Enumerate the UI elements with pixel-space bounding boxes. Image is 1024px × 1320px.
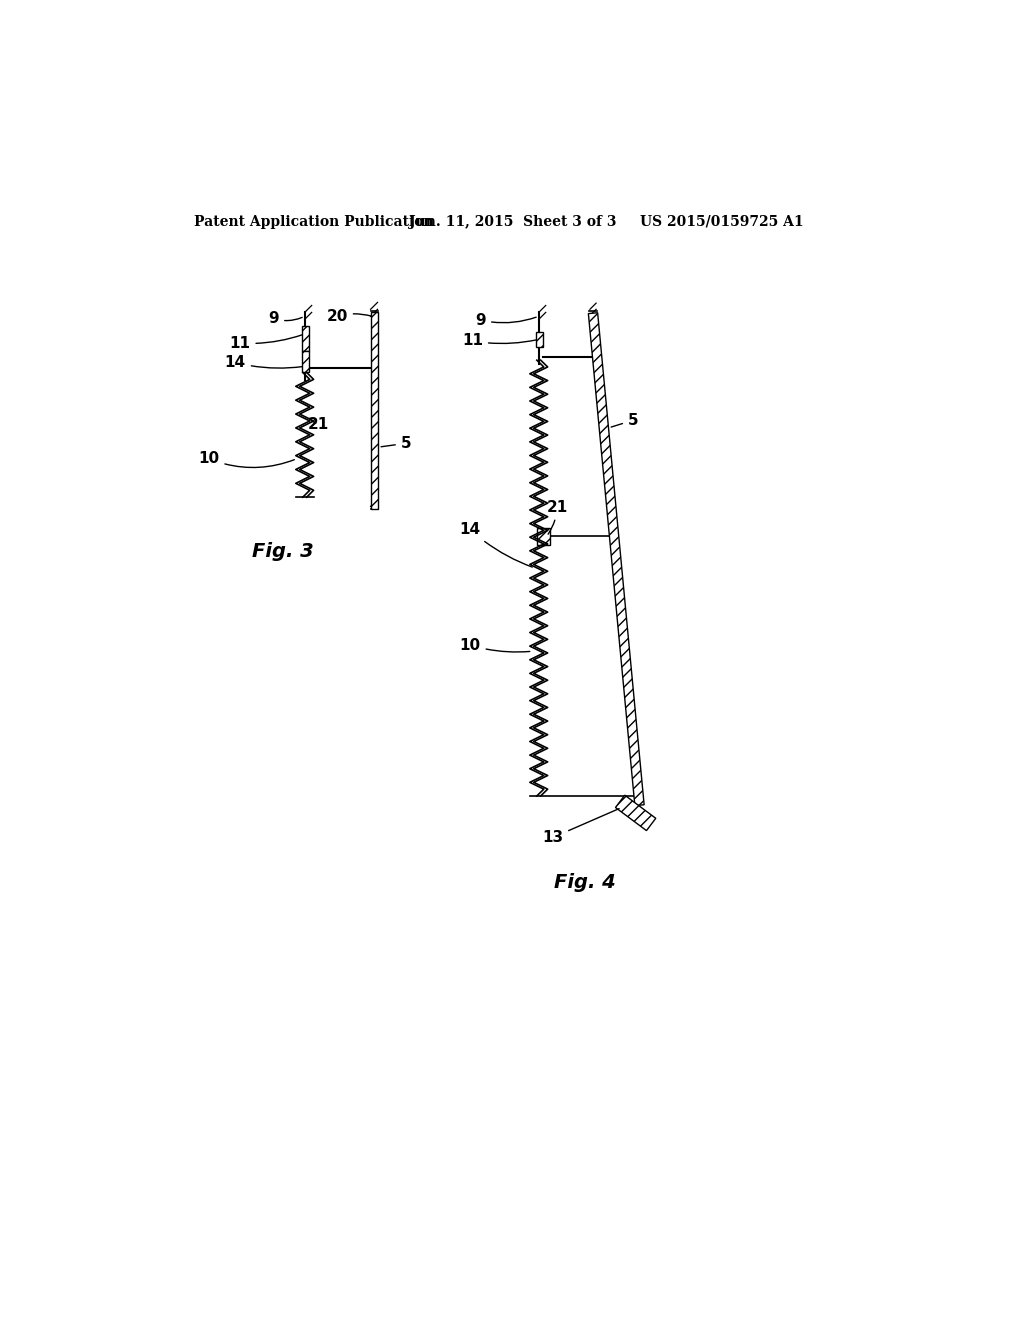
Text: 21: 21 — [308, 417, 329, 432]
Bar — [538, 528, 550, 545]
Text: 14: 14 — [460, 521, 532, 568]
Text: 14: 14 — [224, 355, 302, 370]
Polygon shape — [589, 313, 644, 805]
Polygon shape — [615, 795, 655, 830]
Text: Fig. 4: Fig. 4 — [554, 873, 616, 892]
Text: 10: 10 — [199, 451, 294, 467]
Text: Fig. 3: Fig. 3 — [252, 541, 314, 561]
Text: 9: 9 — [475, 313, 537, 327]
Text: 10: 10 — [460, 638, 529, 652]
Bar — [371, 313, 378, 508]
Bar — [537, 331, 544, 347]
Text: 13: 13 — [542, 809, 620, 845]
Bar — [302, 351, 309, 372]
Bar — [302, 326, 309, 351]
Text: 21: 21 — [547, 500, 567, 535]
Text: Jun. 11, 2015  Sheet 3 of 3: Jun. 11, 2015 Sheet 3 of 3 — [409, 215, 616, 228]
Text: Patent Application Publication: Patent Application Publication — [194, 215, 433, 228]
Text: 9: 9 — [268, 312, 302, 326]
Text: US 2015/0159725 A1: US 2015/0159725 A1 — [640, 215, 803, 228]
Text: 5: 5 — [381, 436, 412, 451]
Text: 5: 5 — [611, 413, 639, 428]
Text: 20: 20 — [327, 309, 372, 323]
Text: 11: 11 — [462, 334, 536, 348]
Text: 11: 11 — [229, 335, 302, 351]
